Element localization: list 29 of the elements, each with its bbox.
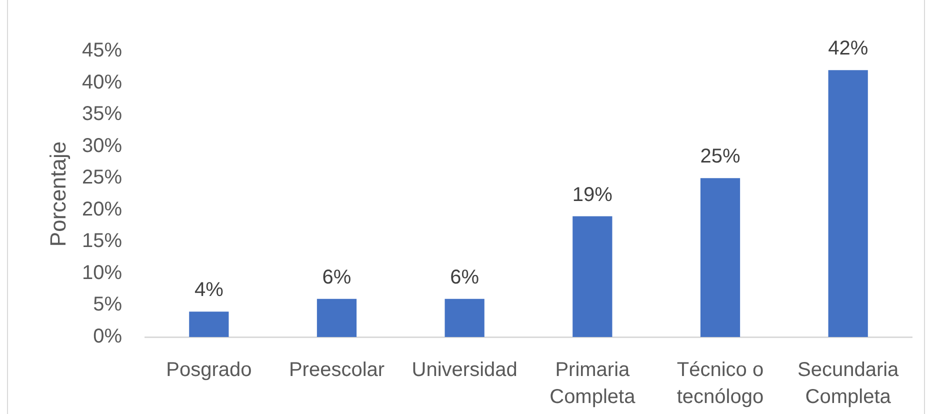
y-tick-label: 0% xyxy=(93,326,122,348)
bar xyxy=(572,216,612,337)
data-label: 6% xyxy=(322,266,352,288)
y-tick-label: 45% xyxy=(82,40,122,62)
y-tick-label: 15% xyxy=(82,230,122,252)
x-tick-label: Universidad xyxy=(412,359,518,382)
bar xyxy=(189,312,229,337)
bar xyxy=(700,178,740,337)
bar xyxy=(316,298,357,337)
data-label: 6% xyxy=(450,266,480,288)
data-label: 19% xyxy=(572,184,613,206)
y-tick-label: 5% xyxy=(93,294,122,316)
x-tick-label: Preescolar xyxy=(288,359,385,382)
data-label: 4% xyxy=(194,279,224,302)
y-tick-label: 10% xyxy=(82,262,122,284)
y-axis-title: Porcentaje xyxy=(45,141,70,247)
x-tick-label: Primaria Completa xyxy=(550,359,636,408)
y-tick-label: 40% xyxy=(82,71,122,94)
bar xyxy=(444,298,484,337)
x-tick-label: Posgrado xyxy=(166,359,252,382)
data-label: 42% xyxy=(828,38,868,60)
y-tick-label: 20% xyxy=(82,198,122,220)
x-tick-label: Técnico o tecnólogo xyxy=(676,359,764,408)
x-tick-label: Secundaria Completa xyxy=(797,359,900,408)
bar xyxy=(828,70,868,337)
y-tick-label: 35% xyxy=(82,103,122,126)
y-tick-label: 30% xyxy=(82,134,122,157)
y-tick-label: 25% xyxy=(82,166,122,189)
data-label: 25% xyxy=(700,146,740,168)
